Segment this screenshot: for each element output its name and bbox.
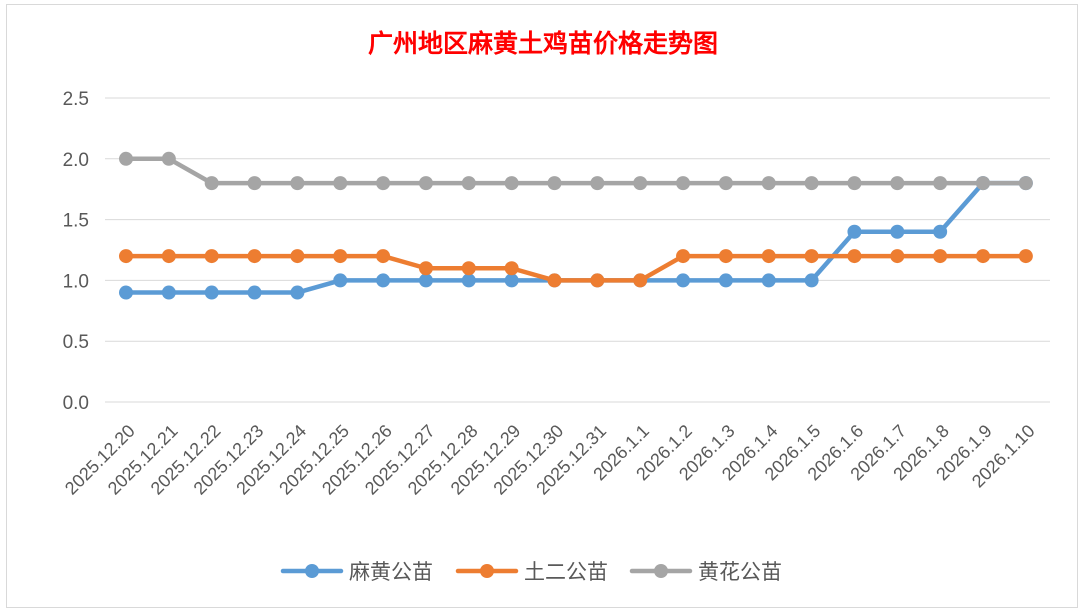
data-point	[804, 249, 819, 264]
data-point	[804, 273, 819, 288]
data-point	[247, 285, 262, 300]
data-point	[1018, 249, 1033, 264]
data-point	[933, 224, 948, 239]
series-line	[123, 156, 1029, 186]
y-tick-label: 1.5	[63, 211, 89, 232]
legend-label: 黄花公苗	[698, 560, 782, 584]
data-point	[676, 176, 691, 191]
y-tick-label: 2.5	[63, 89, 89, 110]
data-point	[161, 151, 176, 166]
data-point	[933, 176, 948, 191]
data-point	[847, 249, 862, 264]
data-point	[718, 249, 733, 264]
data-point	[633, 273, 648, 288]
data-point	[376, 176, 391, 191]
data-point	[376, 249, 391, 264]
data-point	[418, 273, 433, 288]
y-tick-label: 1.0	[63, 271, 89, 292]
data-point	[333, 249, 348, 264]
data-point	[247, 249, 262, 264]
data-point	[204, 249, 219, 264]
data-point	[418, 261, 433, 276]
data-point	[333, 176, 348, 191]
legend-label: 土二公苗	[524, 560, 608, 584]
data-point	[633, 176, 648, 191]
data-point	[204, 176, 219, 191]
data-point	[290, 249, 305, 264]
data-point	[290, 176, 305, 191]
series-line	[123, 180, 1029, 295]
data-point	[676, 273, 691, 288]
y-tick-label: 0.5	[63, 332, 89, 353]
data-point	[847, 224, 862, 239]
data-point	[547, 273, 562, 288]
data-point	[119, 151, 133, 166]
data-point	[890, 224, 905, 239]
legend-item: 麻黄公苗	[280, 560, 433, 584]
data-point	[461, 176, 476, 191]
data-point	[590, 176, 605, 191]
data-point	[161, 249, 176, 264]
data-point	[761, 249, 776, 264]
data-point	[804, 176, 819, 191]
data-point	[890, 176, 905, 191]
y-axis-ticks: 0.0 0.5 1.0 1.5 2.0 2.5	[63, 89, 89, 414]
data-point	[418, 176, 433, 191]
data-point	[504, 273, 519, 288]
data-point	[504, 176, 519, 191]
y-tick-label: 0.0	[63, 393, 89, 414]
legend-marker	[480, 564, 494, 578]
data-point	[547, 176, 562, 191]
legend-marker	[305, 564, 319, 578]
data-point	[333, 273, 348, 288]
data-point	[976, 249, 990, 264]
data-point	[976, 176, 990, 191]
legend-item: 黄花公苗	[629, 560, 782, 584]
data-point	[718, 176, 733, 191]
data-point	[761, 273, 776, 288]
series-line	[123, 253, 1029, 283]
data-point	[590, 273, 605, 288]
data-point	[761, 176, 776, 191]
data-point	[290, 285, 305, 300]
data-point	[119, 285, 133, 300]
data-point	[847, 176, 862, 191]
legend: 麻黄公苗 土二公苗 黄花公苗	[280, 560, 782, 584]
series-group	[119, 151, 1033, 191]
legend-item: 土二公苗	[455, 560, 608, 584]
data-point	[204, 285, 219, 300]
legend-marker	[654, 564, 668, 578]
series-lines	[119, 151, 1033, 300]
data-point	[504, 261, 519, 276]
data-point	[461, 261, 476, 276]
data-point	[933, 249, 948, 264]
series-group	[119, 249, 1033, 288]
data-point	[247, 176, 262, 191]
y-tick-label: 2.0	[63, 150, 89, 171]
data-point	[161, 285, 176, 300]
x-axis-ticks: 2025.12.202025.12.212025.12.222025.12.23…	[61, 421, 1039, 499]
legend-label: 麻黄公苗	[349, 560, 433, 584]
data-point	[119, 249, 133, 264]
data-point	[376, 273, 391, 288]
data-point	[1018, 176, 1033, 191]
chart-title: 广州地区麻黄土鸡苗价格走势图	[368, 29, 718, 58]
chart-frame	[6, 4, 1078, 608]
data-point	[718, 273, 733, 288]
gridlines	[105, 97, 1050, 403]
data-point	[676, 249, 691, 264]
data-point	[461, 273, 476, 288]
data-point	[890, 249, 905, 264]
